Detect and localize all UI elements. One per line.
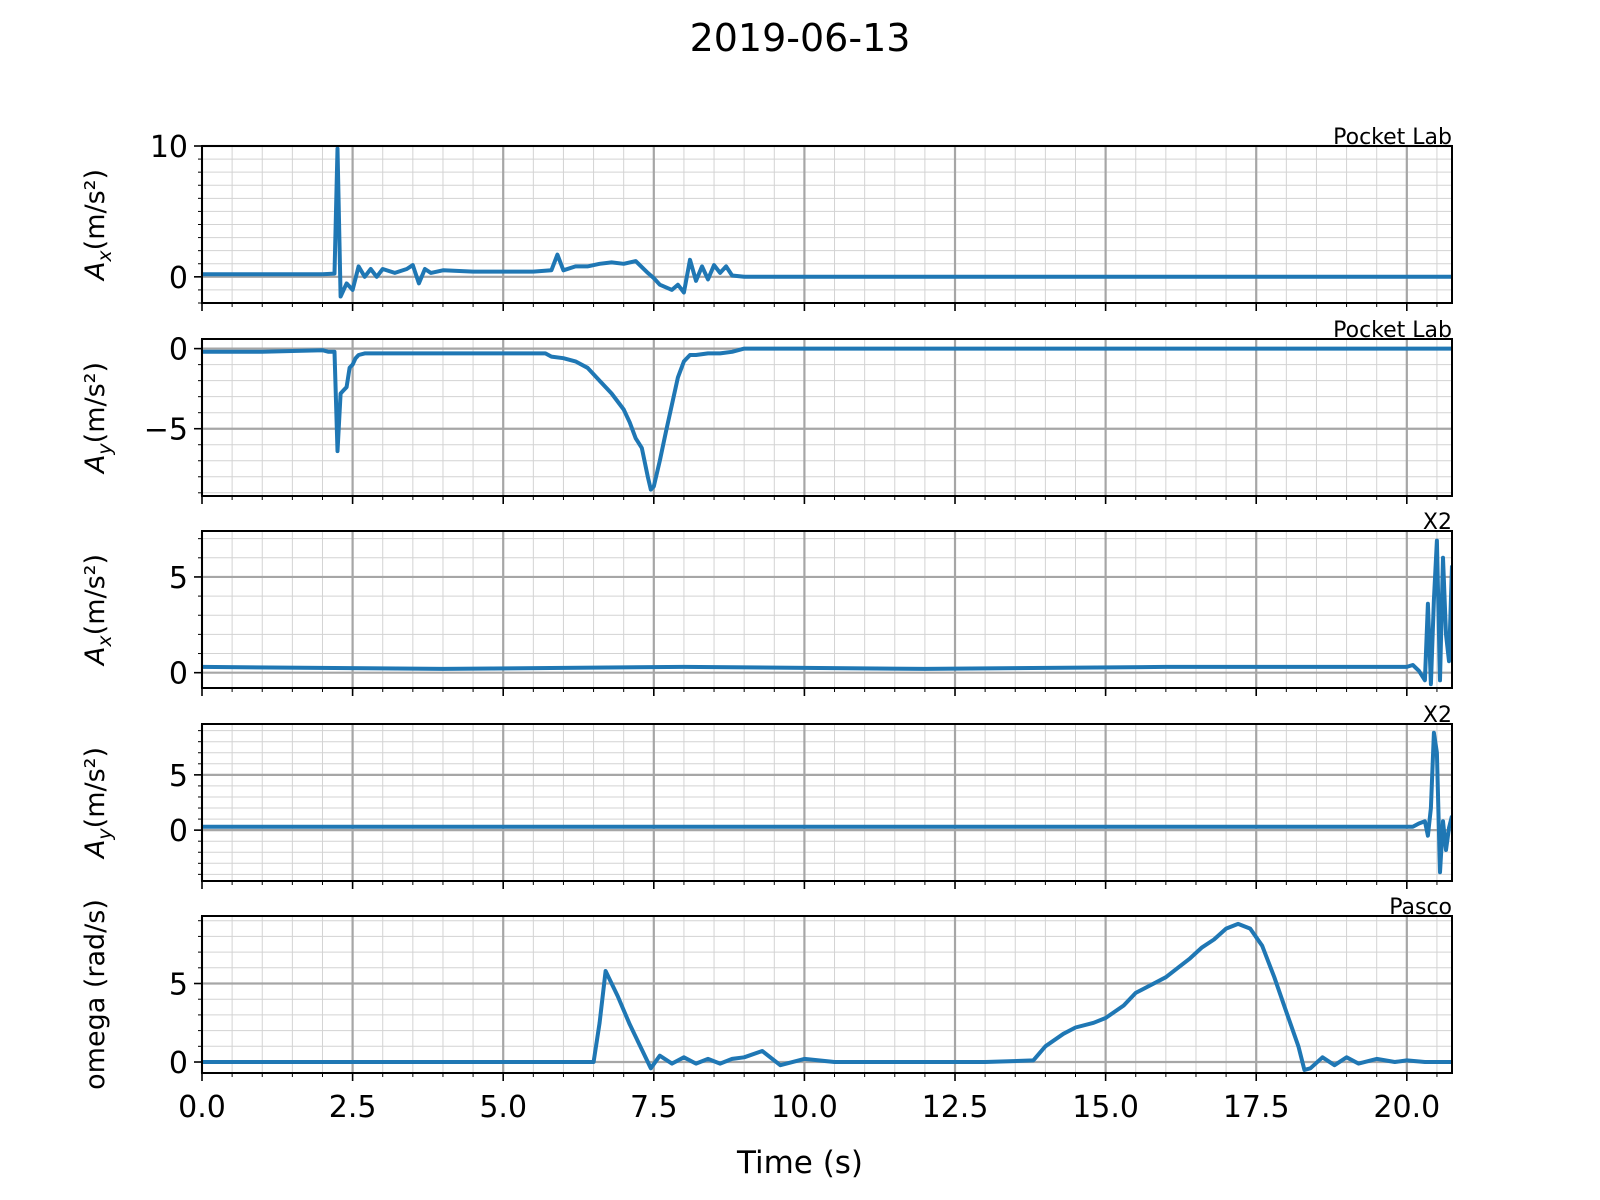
y-tick-label: 0 <box>169 333 188 368</box>
source-label: X2 <box>1423 703 1452 728</box>
plot-frame <box>201 338 1453 497</box>
series-line <box>202 538 1452 687</box>
y-tick-label: 0 <box>169 261 188 296</box>
x-tick-label: 5.0 <box>479 1090 527 1125</box>
subplot-1: 0 10 Pocket Lab Ax(m/s²) <box>80 125 1453 311</box>
x-tick-label: 20.0 <box>1373 1090 1440 1125</box>
plot-frame <box>201 530 1453 689</box>
series-line <box>202 730 1452 875</box>
chart-title: 2019-06-13 <box>689 16 911 60</box>
y-axis-label: Ay(m/s²) <box>80 747 116 860</box>
x-tick-label: 7.5 <box>630 1090 678 1125</box>
series-line <box>202 921 1452 1072</box>
x-tick-label: 17.5 <box>1223 1090 1290 1125</box>
y-tick-label: 0 <box>169 1046 188 1081</box>
y-tick-label: 10 <box>150 130 188 165</box>
y-axis-label: Ax(m/s²) <box>80 554 116 667</box>
x-tick-label: 2.5 <box>329 1090 377 1125</box>
x-tick-label: 12.5 <box>922 1090 989 1125</box>
source-label: Pocket Lab <box>1333 125 1452 150</box>
x-axis-label: Time (s) <box>736 1145 864 1181</box>
series-line <box>202 146 1452 299</box>
plot-frame <box>201 145 1453 304</box>
subplot-5: 0 5 Pasco omega (rad/s) 0.0 2.5 5.0 7.5 10.0 12.5… <box>80 895 1453 1125</box>
x-tick-label: 0.0 <box>178 1090 226 1125</box>
subplot-2: 0 −5 Pocket Lab Ay(m/s²) <box>80 318 1453 504</box>
x-tick-label: 15.0 <box>1072 1090 1139 1125</box>
y-tick-label: 5 <box>169 968 188 1003</box>
y-axis-label: Ax(m/s²) <box>80 169 116 282</box>
plot-frame <box>201 723 1453 882</box>
subplot-3: 0 5 X2 Ax(m/s²) <box>80 510 1453 696</box>
y-axis-label: Ay(m/s²) <box>80 362 116 475</box>
subplot-4: 0 5 X2 Ay(m/s²) <box>80 703 1453 889</box>
source-label: Pasco <box>1389 895 1452 920</box>
plot-frame <box>201 915 1453 1074</box>
y-tick-label: 0 <box>169 657 188 692</box>
source-label: X2 <box>1423 510 1452 535</box>
y-tick-label: −5 <box>144 413 188 448</box>
x-tick-label: 10.0 <box>771 1090 838 1125</box>
y-tick-label: 5 <box>169 759 188 794</box>
y-tick-label: 5 <box>169 561 188 596</box>
y-axis-label: omega (rad/s) <box>80 899 111 1090</box>
series-line <box>202 346 1452 492</box>
y-tick-label: 0 <box>169 814 188 849</box>
source-label: Pocket Lab <box>1333 318 1452 343</box>
